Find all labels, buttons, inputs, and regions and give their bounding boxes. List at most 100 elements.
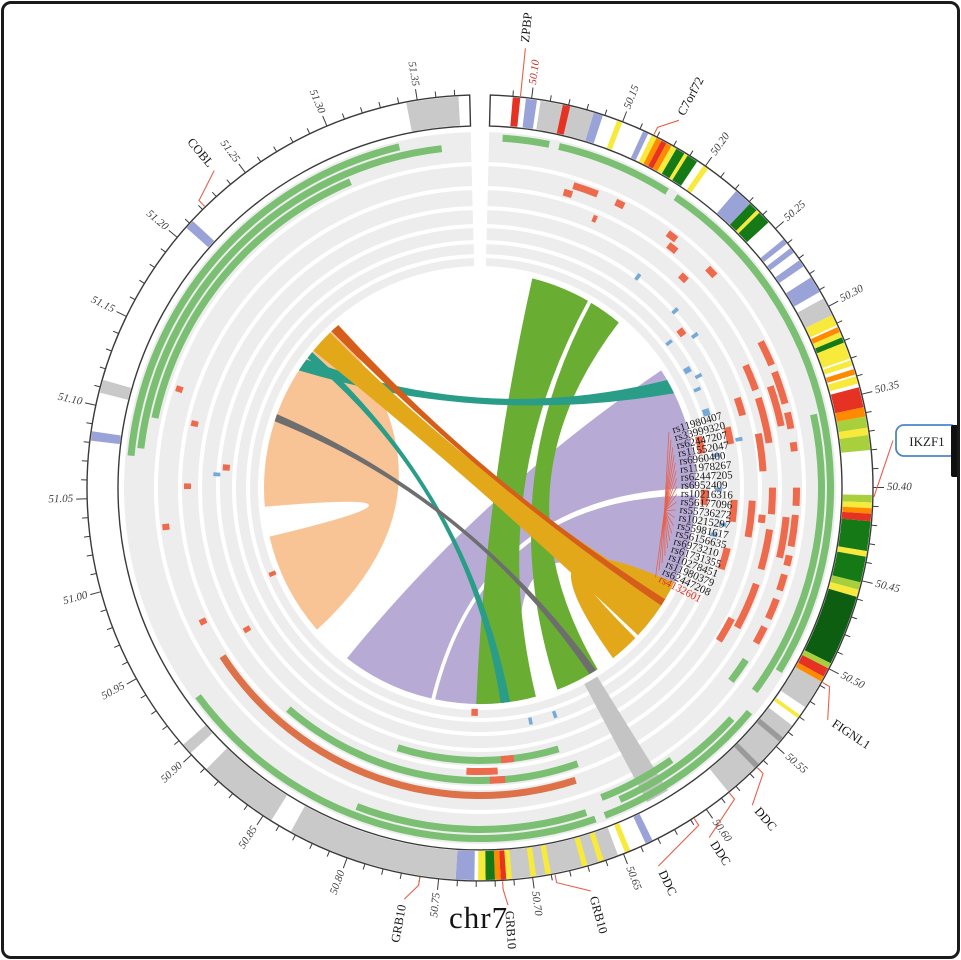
axis-tick bbox=[734, 184, 740, 190]
snp-label: rs11978267 bbox=[680, 459, 733, 476]
tile-b bbox=[552, 710, 558, 719]
ring-segment bbox=[842, 501, 872, 509]
axis-tick bbox=[513, 879, 515, 886]
ring-segment bbox=[805, 315, 837, 338]
tile-g bbox=[195, 694, 597, 843]
chord-ribbon-gold bbox=[313, 332, 668, 636]
axis-tick bbox=[275, 825, 280, 832]
axis-tick bbox=[105, 348, 112, 352]
tile-r bbox=[471, 708, 478, 716]
axis-tick-label: 51.30 bbox=[307, 88, 328, 116]
ring-segment bbox=[841, 511, 872, 522]
axis-tick bbox=[83, 441, 90, 443]
tile-r bbox=[771, 370, 789, 405]
tile-b bbox=[665, 339, 673, 347]
axis-tick bbox=[399, 872, 402, 880]
ring-segment bbox=[798, 655, 829, 677]
chord-ribbon-dkorange bbox=[331, 325, 666, 606]
snp-label: rs62447205 bbox=[680, 469, 733, 484]
gene-leader-line bbox=[519, 48, 526, 97]
axis-tick-label: 50.85 bbox=[236, 823, 260, 851]
axis-tick bbox=[657, 838, 662, 845]
tile-g bbox=[137, 145, 443, 449]
gene-label: COBL bbox=[184, 135, 216, 170]
ring-segment bbox=[797, 298, 832, 328]
ring-segment bbox=[499, 850, 507, 880]
tile-g bbox=[603, 709, 753, 819]
tile-r bbox=[767, 487, 777, 515]
axis-tick bbox=[721, 797, 726, 804]
ring-segment bbox=[836, 416, 868, 433]
axis-tick bbox=[256, 156, 262, 163]
axis-tick bbox=[836, 320, 843, 324]
tile-r bbox=[489, 775, 506, 784]
axis-tick-label: 50.65 bbox=[623, 865, 643, 893]
gene-leader-line bbox=[554, 874, 592, 892]
ring-segment bbox=[832, 551, 866, 583]
ring-segment bbox=[842, 506, 872, 514]
ring-segment bbox=[738, 212, 769, 243]
ring-segment bbox=[638, 135, 657, 164]
axis-tick bbox=[326, 850, 330, 857]
axis-tick bbox=[656, 131, 661, 138]
axis-tick bbox=[844, 337, 850, 341]
ring-segment bbox=[183, 725, 213, 753]
tile-r bbox=[500, 754, 515, 764]
tile-r bbox=[614, 198, 626, 210]
axis-tick bbox=[100, 609, 107, 613]
tile-b bbox=[715, 487, 723, 492]
ring-segment bbox=[830, 387, 864, 414]
tile-r bbox=[695, 435, 706, 454]
ring-segment bbox=[825, 369, 856, 383]
axis-tick-label: 50.20 bbox=[708, 130, 732, 158]
snp-leader-line bbox=[658, 510, 665, 571]
axis-tick bbox=[183, 754, 192, 763]
axis-tick bbox=[273, 146, 278, 152]
axis-tick bbox=[512, 90, 514, 97]
snp-leader-line bbox=[664, 478, 678, 511]
axis-tick bbox=[550, 874, 553, 881]
snp-label: rs6952409 bbox=[681, 479, 728, 491]
gene-leader-line bbox=[403, 877, 421, 900]
axis-tick bbox=[83, 535, 91, 538]
axis-tick bbox=[437, 878, 440, 890]
axis-tick bbox=[84, 402, 96, 406]
ring-segment bbox=[540, 845, 551, 875]
snp-leader-line bbox=[664, 510, 674, 526]
axis-tick bbox=[86, 554, 93, 557]
axis-tick bbox=[90, 573, 97, 576]
ring-segment bbox=[90, 431, 121, 445]
axis-tick bbox=[828, 300, 839, 307]
tile-b bbox=[693, 386, 702, 393]
tile-r bbox=[466, 767, 498, 776]
axis-tick bbox=[798, 254, 805, 259]
axis-tick-label: 51.25 bbox=[218, 138, 243, 165]
ring-segment bbox=[736, 210, 760, 234]
axis-tick bbox=[819, 286, 825, 291]
axis-tick bbox=[106, 627, 113, 631]
axis-tick bbox=[673, 140, 677, 147]
axis-tick bbox=[871, 524, 878, 527]
axis-tick-label: 50.25 bbox=[782, 198, 809, 224]
chord-ribbon-peach bbox=[263, 327, 399, 630]
gene-leader-line bbox=[822, 682, 831, 720]
ring-segment bbox=[817, 342, 850, 368]
axis-tick bbox=[360, 107, 363, 114]
tile-r bbox=[222, 464, 231, 471]
axis-tick bbox=[861, 391, 873, 395]
tile-r bbox=[783, 554, 793, 567]
axis-tick bbox=[309, 843, 313, 850]
tile-r bbox=[572, 182, 599, 198]
gene-leader-line bbox=[198, 170, 215, 207]
axis-tick bbox=[86, 422, 93, 425]
snp-leader-line bbox=[664, 447, 674, 511]
ring-segment bbox=[781, 667, 821, 708]
ring-segment bbox=[786, 277, 820, 307]
axis-tick-label: 51.15 bbox=[89, 294, 117, 316]
gene-leader-line bbox=[708, 792, 736, 839]
tile-g bbox=[396, 744, 560, 764]
ring-segment bbox=[835, 407, 866, 422]
gene-label: C7orf72 bbox=[675, 75, 707, 118]
axis-tick bbox=[140, 694, 147, 699]
tile-r bbox=[175, 385, 184, 394]
